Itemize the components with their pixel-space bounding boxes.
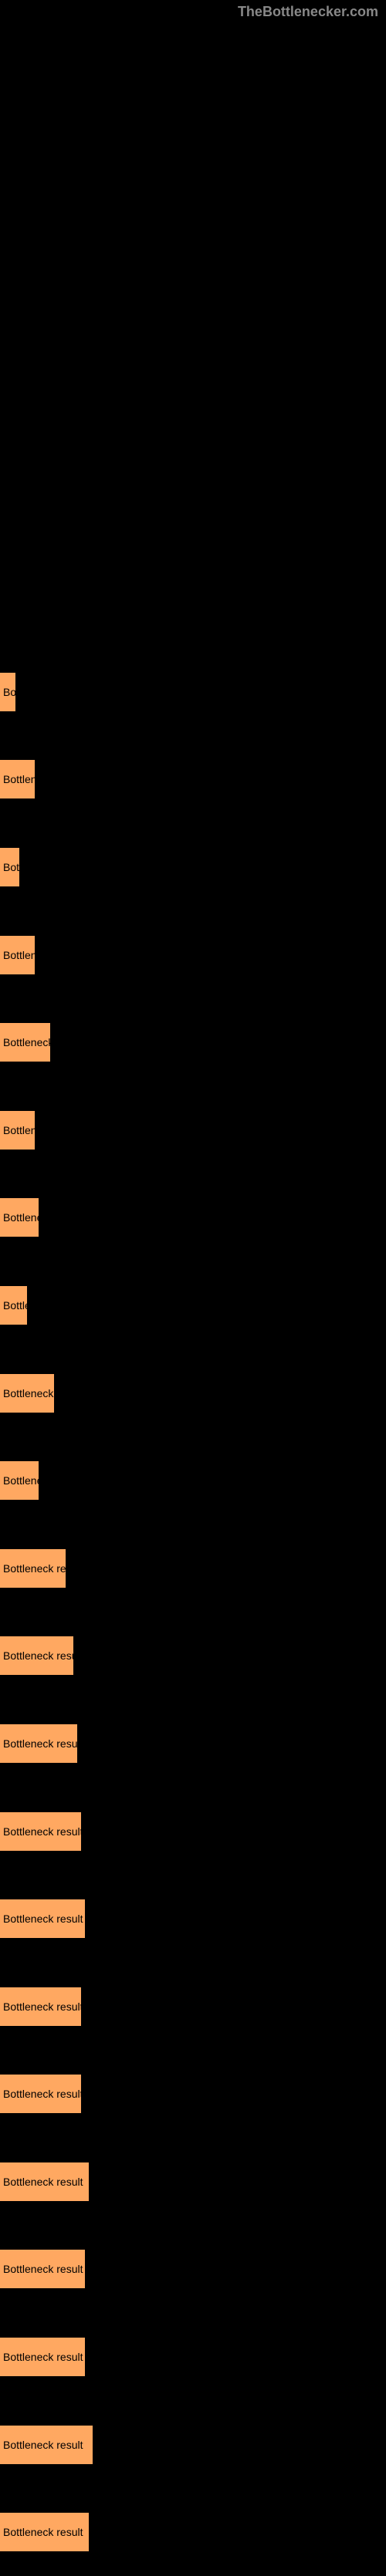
bar: Bottleneck result [0, 1461, 39, 1500]
bar-row: Bottleneck result [0, 2401, 386, 2489]
bar: Bottleneck result [0, 1111, 35, 1150]
bar-row: Bottleneck result [0, 998, 386, 1086]
bar-row: Bottleneck result [0, 648, 386, 736]
bar-row: Bottleneck result [0, 1086, 386, 1174]
bar: Bottleneck result [0, 1812, 81, 1851]
bar: Bottleneck result [0, 2075, 81, 2113]
bar-row: Bottleneck result [0, 2226, 386, 2314]
bar: Bottleneck result [0, 1549, 66, 1588]
bar-row: Bottleneck result [0, 1174, 386, 1262]
bar-row: Bottleneck result [0, 2138, 386, 2226]
bar: Bottleneck result [0, 2162, 89, 2201]
bar: Bottleneck result [0, 2426, 93, 2464]
bar: Bottleneck result [0, 1724, 77, 1763]
bar-row: Bottleneck result [0, 736, 386, 824]
watermark: TheBottlenecker.com [238, 4, 378, 20]
bar-chart: Bottleneck result Bottleneck result Bottle… [0, 648, 386, 2576]
bar: Bottleneck result [0, 1023, 50, 1062]
bar-row: Bottleneck result [0, 2051, 386, 2139]
bar-row: Bottleneck result [0, 1612, 386, 1700]
bar: Bottleneck result [0, 2513, 89, 2551]
bar: Bottleneck result [0, 1198, 39, 1237]
bar: Bottleneck result [0, 1636, 73, 1675]
bar-row: Bottleneck result [0, 1437, 386, 1524]
bar: Bottleneck result [0, 936, 35, 974]
bar-row: Bottleneck result [0, 2313, 386, 2401]
bar-row: Bottleneck result [0, 823, 386, 911]
bar-row: Bottleneck result [0, 1963, 386, 2051]
bar: Bottleneck result [0, 1286, 27, 1325]
bar: Bottleneck result [0, 760, 35, 798]
bar-row: Bottleneck result [0, 911, 386, 999]
bar-row: Bottleneck result [0, 1875, 386, 1963]
bar-row: Bottleneck result [0, 1788, 386, 1875]
bar: Bottleneck result [0, 1374, 54, 1413]
bar: Bottleneck result [0, 673, 15, 711]
bar-row: Bottleneck result [0, 1700, 386, 1788]
bar-row: Bottleneck result [0, 2488, 386, 2576]
bar: Bottleneck result [0, 1987, 81, 2026]
bar: Bottleneck result [0, 848, 19, 886]
bar: Bottleneck result [0, 2250, 85, 2288]
bar-row: Bottleneck result [0, 1261, 386, 1349]
bar-row: Bottleneck result [0, 1524, 386, 1612]
bar: Bottleneck result [0, 1899, 85, 1938]
bar-row: Bottleneck result [0, 1349, 386, 1437]
bar: Bottleneck result [0, 2338, 85, 2376]
